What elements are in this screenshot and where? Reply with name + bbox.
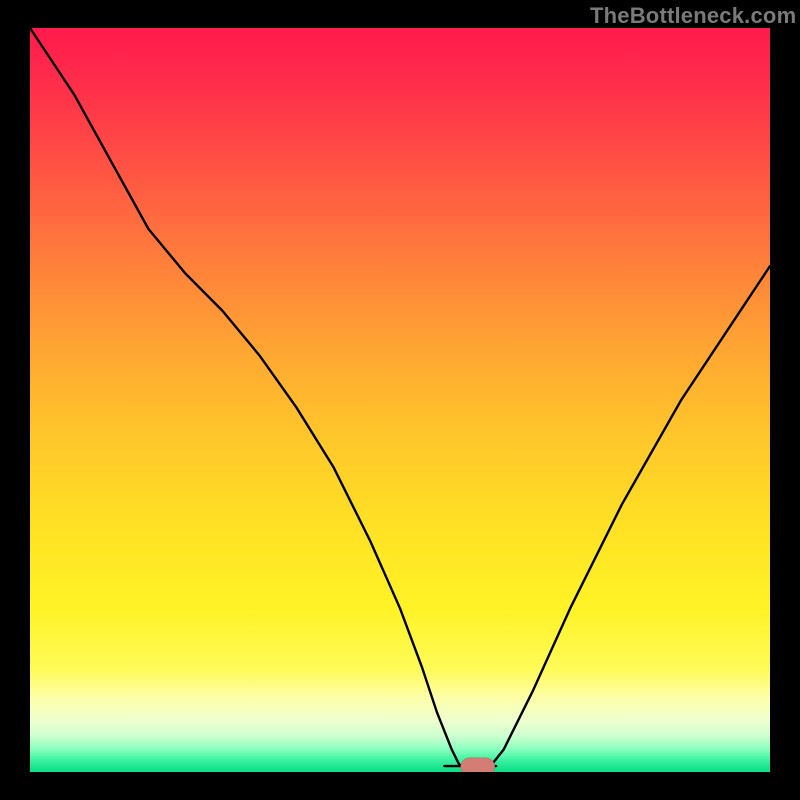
plot-svg (30, 28, 770, 772)
optimal-point-marker (461, 758, 495, 772)
gradient-background (30, 28, 770, 772)
chart-frame: TheBottleneck.com (0, 0, 800, 800)
plot-area (30, 28, 770, 772)
watermark-text: TheBottleneck.com (590, 3, 796, 29)
